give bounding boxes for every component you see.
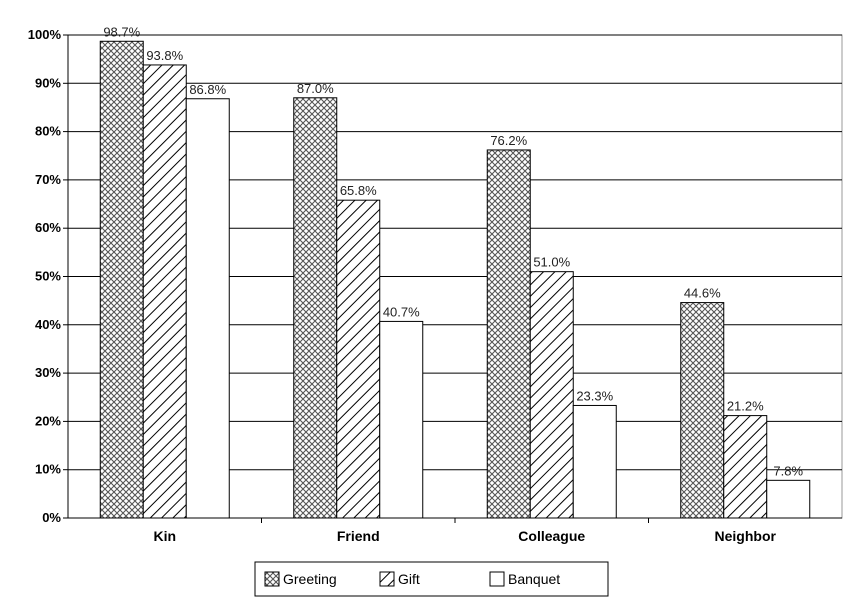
bar-greeting-colleague bbox=[486, 149, 531, 519]
y-tick-label: 10% bbox=[35, 462, 61, 477]
bar-banquet-friend bbox=[379, 320, 424, 519]
plot-area: 0% 10% 20% 30% 40% 50% 60% 70% 80% 90% 100% 98.7% 93… bbox=[28, 24, 843, 544]
data-label: 44.6% bbox=[684, 286, 721, 301]
y-tick-label: 40% bbox=[35, 317, 61, 332]
bar-greeting-neighbor bbox=[680, 302, 725, 519]
data-label: 7.8% bbox=[773, 463, 803, 478]
y-tick-label: 90% bbox=[35, 75, 61, 90]
bar-gift-friend bbox=[336, 199, 381, 519]
legend-box bbox=[254, 561, 609, 597]
legend-swatch-greeting bbox=[264, 571, 280, 587]
data-label: 40.7% bbox=[383, 304, 420, 319]
y-tick-label: 70% bbox=[35, 172, 61, 187]
data-label: 23.3% bbox=[576, 388, 613, 403]
data-label: 87.0% bbox=[297, 81, 334, 96]
bar-banquet-colleague bbox=[572, 404, 617, 519]
legend: Greeting Gift Banquet bbox=[254, 561, 609, 597]
y-tick-label: 20% bbox=[35, 413, 61, 428]
bar-banquet-neighbor bbox=[766, 479, 811, 519]
bar-gift-colleague bbox=[529, 271, 574, 519]
data-label: 76.2% bbox=[490, 133, 527, 148]
x-category-label: Neighbor bbox=[715, 528, 777, 544]
bar-gift-neighbor bbox=[723, 415, 768, 519]
data-label: 93.8% bbox=[146, 48, 183, 63]
y-tick-label: 30% bbox=[35, 365, 61, 380]
bar-greeting-friend bbox=[293, 97, 338, 519]
legend-label-greeting: Greeting bbox=[283, 571, 337, 587]
bar-gift-kin bbox=[142, 64, 187, 519]
data-label: 98.7% bbox=[103, 24, 140, 39]
data-label: 51.0% bbox=[533, 255, 570, 270]
x-category-label: Colleague bbox=[518, 528, 585, 544]
data-label: 65.8% bbox=[340, 183, 377, 198]
y-tick-label: 100% bbox=[28, 27, 62, 42]
y-tick-label: 50% bbox=[35, 269, 61, 284]
bar-greeting-kin bbox=[99, 40, 144, 519]
legend-swatch-gift bbox=[379, 571, 395, 587]
y-tick-label: 0% bbox=[42, 510, 61, 525]
bar-banquet-kin bbox=[185, 98, 230, 519]
y-tick-label: 60% bbox=[35, 220, 61, 235]
x-category-label: Kin bbox=[153, 528, 176, 544]
data-label: 86.8% bbox=[189, 82, 226, 97]
legend-swatch-banquet bbox=[489, 571, 505, 587]
y-tick-label: 80% bbox=[35, 124, 61, 139]
data-label: 21.2% bbox=[727, 399, 764, 414]
x-category-label: Friend bbox=[337, 528, 380, 544]
legend-label-gift: Gift bbox=[398, 571, 420, 587]
legend-label-banquet: Banquet bbox=[508, 571, 560, 587]
